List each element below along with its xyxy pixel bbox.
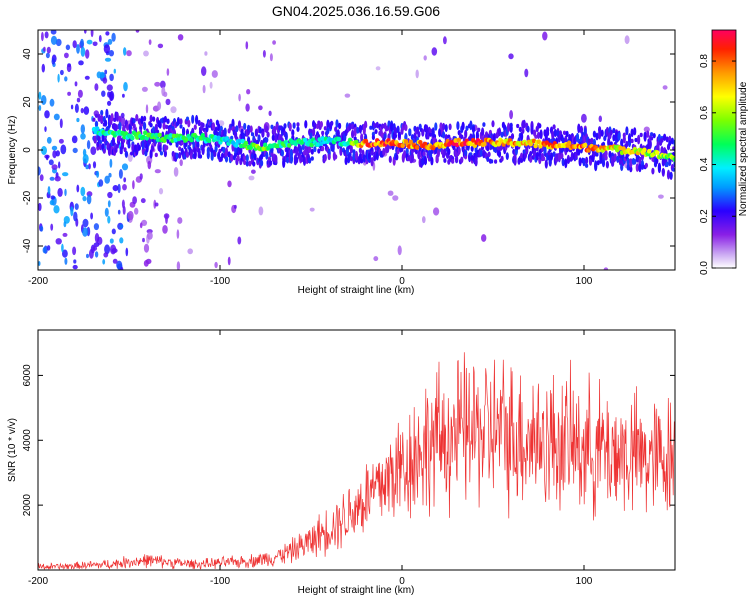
colorbar-ticks: 0.0 0.2 0.4 0.6 0.8 xyxy=(699,54,736,275)
snr-frame xyxy=(37,329,676,571)
colorbar: 0.0 0.2 0.4 0.6 0.8 Normalized spectral ampl… xyxy=(699,29,749,275)
spectrogram-xlabel: Height of straight line (km) xyxy=(298,285,415,296)
spectrogram-ylabel: Frequency (Hz) xyxy=(7,116,18,185)
snr-ytick-label: 4000 xyxy=(22,429,33,452)
snr-ylabel: SNR (10 * v/v) xyxy=(7,418,18,482)
spectrogram-ytick-label: -20 xyxy=(22,190,33,205)
snr-xtick-label: -200 xyxy=(28,576,48,587)
colorbar-tick-label: 0.8 xyxy=(699,54,710,68)
colorbar-label: Normalized spectral amplitude xyxy=(738,81,749,216)
spectrogram-ytick-label: -40 xyxy=(22,238,33,253)
spectrogram-ytick-label: 40 xyxy=(22,48,33,60)
spectrogram-xtick-label: -100 xyxy=(210,276,230,287)
spectrogram-ytick-label: 0 xyxy=(22,147,33,153)
colorbar-tick-label: 0.0 xyxy=(699,261,710,275)
spectrogram-xtick-label: 100 xyxy=(576,276,593,287)
snr-series-line xyxy=(38,352,675,570)
spectrogram-xtick-label: -200 xyxy=(28,276,48,287)
snr-ytick-label: 6000 xyxy=(22,364,33,387)
spectrogram-xtick-label: 0 xyxy=(399,276,405,287)
colorbar-gradient xyxy=(711,29,737,269)
snr-ytick-label: 2000 xyxy=(22,494,33,517)
snr-ticks: -200 -100 0 100 2000 4000 6000 xyxy=(22,330,675,587)
snr-xtick-label: 0 xyxy=(399,576,405,587)
figure-title: GN04.2025.036.16.59.G06 xyxy=(272,3,440,19)
colorbar-tick-label: 0.6 xyxy=(699,105,710,119)
spectrogram-ytick-label: 20 xyxy=(22,96,33,108)
colorbar-tick-label: 0.2 xyxy=(699,209,710,223)
snr-xtick-label: -100 xyxy=(210,576,230,587)
snr-panel: -200 -100 0 100 2000 4000 6000 Height of strai… xyxy=(7,329,676,596)
snr-xtick-label: 100 xyxy=(576,576,593,587)
snr-xlabel: Height of straight line (km) xyxy=(298,585,415,596)
colorbar-tick-label: 0.4 xyxy=(699,157,710,171)
spectrogram-heatmap xyxy=(38,30,675,270)
